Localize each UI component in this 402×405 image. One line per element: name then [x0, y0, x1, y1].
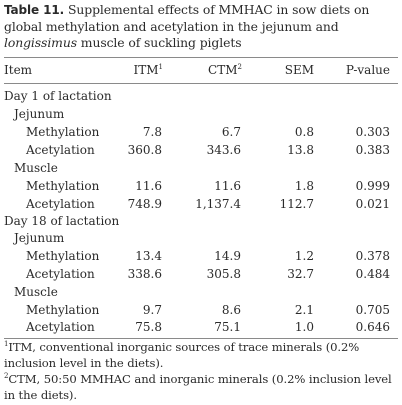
row-item: Acetylation	[26, 143, 95, 157]
footnote-mark: 1	[4, 340, 9, 349]
caption-italic-term: longissimus	[4, 35, 77, 50]
cell-pvalue: 0.021	[355, 197, 390, 211]
cell-sem: 2.1	[294, 303, 314, 317]
column-header-sem: SEM	[284, 63, 314, 77]
tissue-label: Jejunum	[14, 107, 65, 121]
row-item: Methylation	[26, 303, 100, 317]
cell-ctm: 11.6	[214, 179, 241, 193]
column-header-ctm-footnote-mark: 2	[237, 63, 242, 71]
column-header-pvalue: P-value	[345, 63, 390, 77]
cell-pvalue: 0.378	[355, 249, 390, 263]
footnote-mark: 2	[4, 372, 9, 381]
cell-itm: 748.9	[127, 197, 162, 211]
top-rule	[4, 57, 398, 58]
cell-ctm: 1,137.4	[195, 197, 241, 211]
column-header-ctm: CTM2	[208, 62, 242, 78]
header-rule	[4, 83, 398, 84]
cell-itm: 75.8	[135, 320, 162, 334]
section-label: Day 18 of lactation	[4, 214, 120, 228]
cell-itm: 338.6	[127, 267, 162, 281]
table-number: Table 11.	[4, 3, 65, 17]
cell-sem: 112.7	[279, 197, 314, 211]
cell-itm: 11.6	[135, 179, 162, 193]
cell-sem: 1.8	[294, 179, 314, 193]
column-header-itm: ITM1	[134, 62, 164, 78]
tissue-label: Jejunum	[14, 231, 65, 245]
row-item: Acetylation	[26, 267, 95, 281]
cell-pvalue: 0.646	[355, 320, 390, 334]
row-item: Methylation	[26, 179, 100, 193]
footnote: 2CTM, 50:50 MMHAC and inorganic minerals…	[4, 372, 396, 403]
column-header-ctm-label: CTM	[208, 63, 238, 77]
row-item: Methylation	[26, 249, 100, 263]
cell-sem: 32.7	[287, 267, 314, 281]
footnote-text: CTM, 50:50 MMHAC and inorganic minerals …	[4, 372, 392, 402]
cell-ctm: 6.7	[221, 125, 241, 139]
cell-ctm: 305.8	[206, 267, 241, 281]
column-header-item: Item	[4, 63, 33, 77]
bottom-rule	[4, 338, 398, 339]
cell-sem: 0.8	[294, 125, 314, 139]
footnote: 1ITM, conventional inorganic sources of …	[4, 340, 396, 371]
cell-pvalue: 0.999	[355, 179, 390, 193]
cell-ctm: 75.1	[214, 320, 241, 334]
tissue-label: Muscle	[14, 161, 58, 175]
column-header-itm-label: ITM	[133, 63, 159, 77]
cell-itm: 7.8	[142, 125, 162, 139]
column-header-itm-footnote-mark: 1	[158, 63, 163, 71]
cell-sem: 13.8	[287, 143, 314, 157]
cell-ctm: 14.9	[214, 249, 241, 263]
cell-pvalue: 0.303	[355, 125, 390, 139]
row-item: Methylation	[26, 125, 100, 139]
cell-itm: 13.4	[135, 249, 162, 263]
section-label: Day 1 of lactation	[4, 89, 112, 103]
caption-text: Supplemental effects of MMHAC in sow die…	[4, 2, 370, 34]
cell-sem: 1.2	[294, 249, 314, 263]
caption-text-end: muscle of suckling piglets	[76, 35, 242, 50]
row-item: Acetylation	[26, 197, 95, 211]
cell-pvalue: 0.383	[355, 143, 390, 157]
footnote-text: ITM, conventional inorganic sources of t…	[4, 340, 360, 370]
cell-itm: 9.7	[142, 303, 162, 317]
cell-ctm: 343.6	[206, 143, 241, 157]
row-item: Acetylation	[26, 320, 95, 334]
cell-sem: 1.0	[294, 320, 314, 334]
cell-ctm: 8.6	[221, 303, 241, 317]
cell-itm: 360.8	[127, 143, 162, 157]
cell-pvalue: 0.705	[355, 303, 390, 317]
tissue-label: Muscle	[14, 285, 58, 299]
cell-pvalue: 0.484	[355, 267, 390, 281]
table-caption: Table 11. Supplemental effects of MMHAC …	[4, 2, 396, 52]
